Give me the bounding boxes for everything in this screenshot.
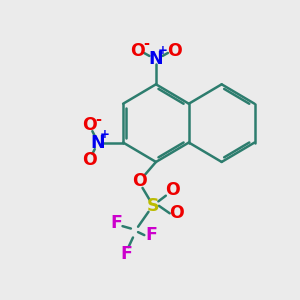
Text: O: O <box>169 204 184 222</box>
Text: -: - <box>95 112 101 127</box>
Text: O: O <box>167 42 182 60</box>
Text: +: + <box>99 128 109 141</box>
Text: O: O <box>132 172 147 190</box>
Text: +: + <box>158 44 167 57</box>
Text: N: N <box>90 134 105 152</box>
Text: F: F <box>120 244 132 262</box>
Text: S: S <box>147 197 159 215</box>
Text: -: - <box>143 37 149 52</box>
Text: O: O <box>130 42 145 60</box>
Text: O: O <box>82 116 97 134</box>
Text: F: F <box>145 226 157 244</box>
Text: O: O <box>82 151 97 169</box>
Text: F: F <box>110 214 122 232</box>
Text: N: N <box>149 50 163 68</box>
Text: O: O <box>165 181 180 199</box>
